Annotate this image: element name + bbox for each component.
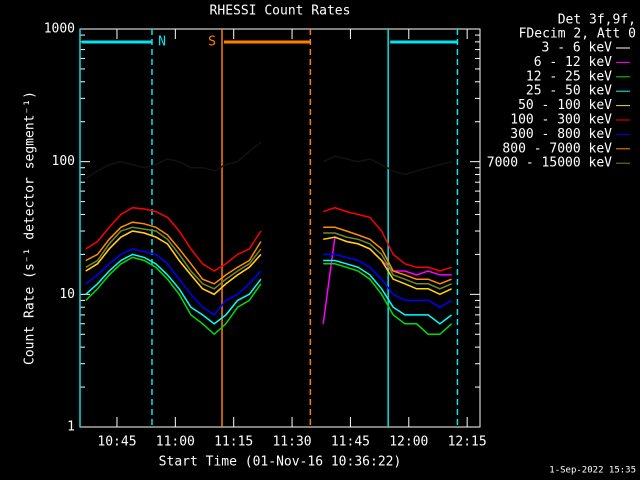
- legend-label: 50 - 100 keV: [518, 98, 612, 113]
- y-axis-label: Count Rate (s⁻¹ detector segment⁻¹): [23, 91, 38, 365]
- series-line: [85, 256, 453, 336]
- series-line: [85, 221, 452, 285]
- legend-header: FDecim 2, Att 0: [519, 27, 636, 42]
- series-line: [85, 230, 452, 296]
- series-line: [85, 226, 452, 290]
- interval-label: N: [158, 35, 166, 50]
- x-tick-label: 11:15: [214, 435, 253, 450]
- legend-label: 3 - 6 keV: [542, 41, 613, 56]
- x-tick-label: 11:30: [272, 435, 311, 450]
- series-line: [85, 253, 453, 325]
- legend-header: Det 3f,9f,: [558, 13, 636, 28]
- x-tick-label: 12:00: [389, 435, 428, 450]
- series-line: [85, 141, 452, 179]
- legend-label: 300 - 800 keV: [510, 127, 612, 142]
- y-tick-label: 1000: [44, 22, 75, 37]
- x-tick-label: 11:00: [156, 435, 195, 450]
- legend-label: 100 - 300 keV: [510, 113, 612, 128]
- legend-label: 800 - 7000 keV: [502, 141, 612, 156]
- legend-label: 12 - 25 keV: [526, 69, 612, 84]
- y-tick-label: 100: [52, 154, 75, 169]
- footer: 1-Sep-2022 15:35: [549, 466, 636, 476]
- y-tick-label: 10: [59, 287, 75, 302]
- legend-label: 6 - 12 keV: [534, 55, 612, 70]
- series-line: [85, 248, 452, 316]
- chart-title: RHESSI Count Rates: [210, 4, 351, 19]
- legend-label: 7000 - 15000 keV: [487, 156, 612, 171]
- x-tick-label: 12:15: [448, 435, 487, 450]
- series-line: [85, 206, 452, 272]
- interval-label: S: [208, 35, 216, 50]
- x-axis-label: Start Time (01-Nov-16 10:36:22): [159, 455, 402, 470]
- x-tick-label: 11:45: [331, 435, 370, 450]
- legend-label: 25 - 50 keV: [526, 84, 612, 99]
- y-tick-label: 1: [67, 420, 75, 435]
- x-tick-label: 10:45: [97, 435, 136, 450]
